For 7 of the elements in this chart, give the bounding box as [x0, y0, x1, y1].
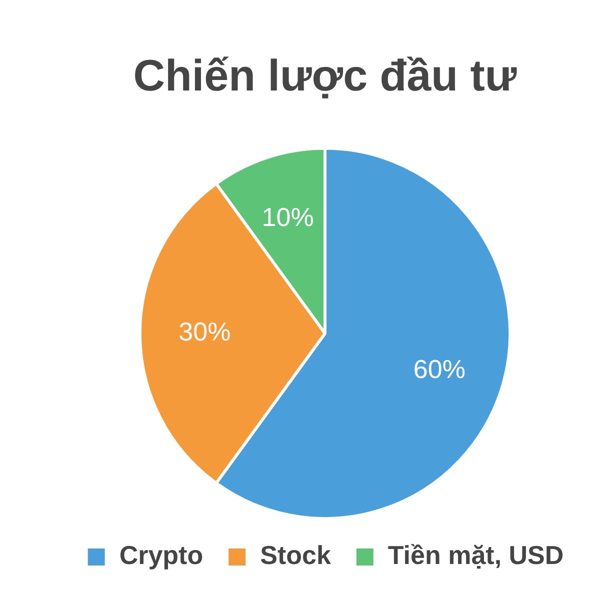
data-label: 30%: [178, 316, 231, 347]
legend-label: Tiền mặt, USD: [388, 540, 564, 570]
chart-title: Chiến lược đầu tư: [133, 52, 517, 101]
legend-label: Crypto: [119, 540, 204, 570]
data-label: 10%: [262, 202, 314, 232]
data-label: 60%: [413, 354, 466, 384]
legend-label: Stock: [260, 540, 332, 570]
